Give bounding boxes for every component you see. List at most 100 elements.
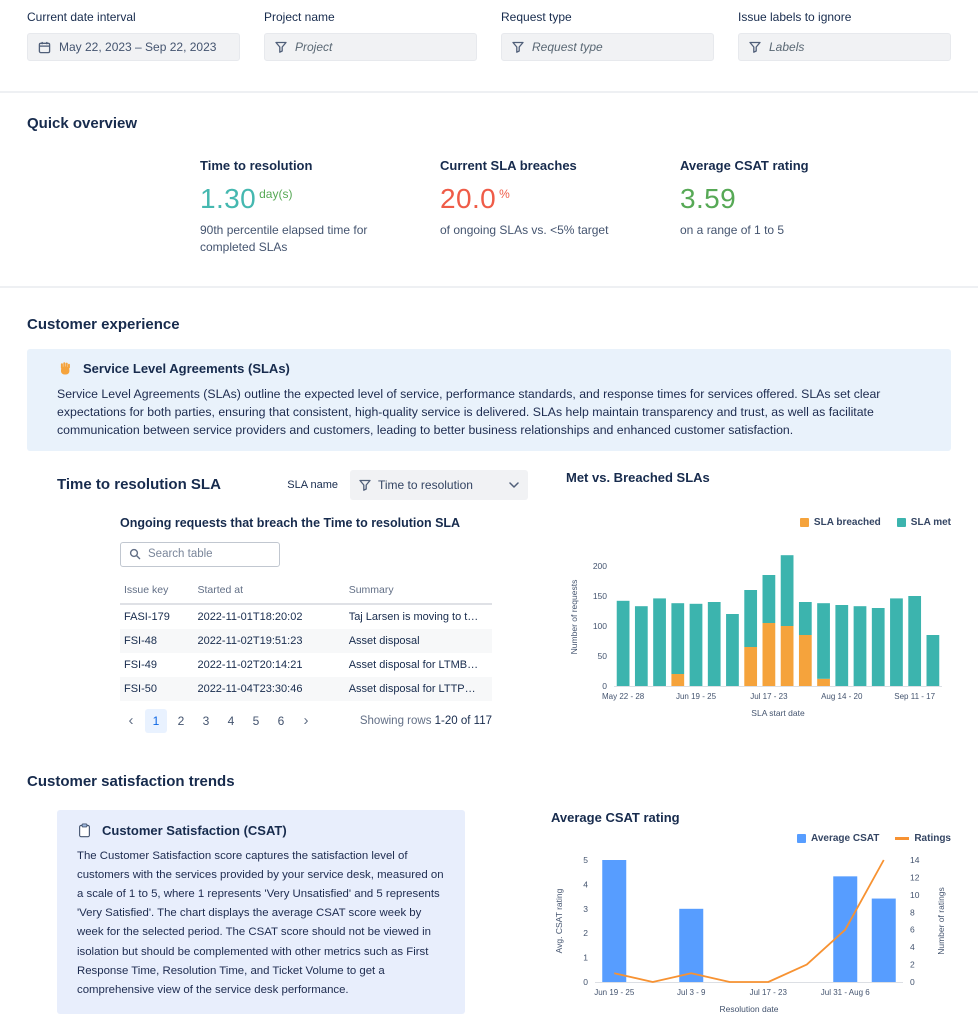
pagination-page[interactable]: 2	[177, 713, 185, 728]
filter-icon	[359, 479, 371, 491]
sla-name-select-value: Time to resolution	[378, 477, 473, 492]
svg-text:3: 3	[583, 904, 588, 914]
csat-section: Customer satisfaction trends Customer Sa…	[0, 743, 978, 1022]
kpi-value-row: 3.59	[680, 185, 920, 213]
sla-section-title: Time to resolution SLA	[57, 476, 221, 494]
breaching-requests-table: Issue key Started at Summary FASI-179 2022-…	[120, 577, 492, 701]
started-at-cell: 2022-11-01T18:20:02	[197, 610, 303, 623]
legend-line-swatch	[895, 837, 910, 840]
svg-text:150: 150	[593, 591, 607, 601]
sla-header-row: Time to resolution SLA SLA name Time to …	[57, 469, 528, 500]
filter-label: Issue labels to ignore	[738, 10, 852, 24]
sla-info-panel: Service Level Agreements (SLAs) Service …	[27, 348, 951, 451]
issue-key-link[interactable]: FSI-49	[124, 658, 158, 671]
svg-text:Resolution date: Resolution date	[719, 1004, 778, 1014]
svg-text:14: 14	[910, 855, 920, 865]
kpi-value: 20.0	[440, 183, 497, 214]
filter-icon	[512, 41, 524, 53]
svg-text:Jul 17 - 23: Jul 17 - 23	[750, 692, 788, 701]
showing-rows-range: 1-20 of 117	[434, 714, 492, 727]
svg-text:Jun 19 - 25: Jun 19 - 25	[676, 692, 717, 701]
breaching-requests-heading: Ongoing requests that breach the Time to…	[120, 515, 461, 530]
pagination-page[interactable]: 5	[252, 713, 260, 728]
sla-table-column: Time to resolution SLA SLA name Time to …	[57, 469, 528, 743]
section-heading-csat: Customer satisfaction trends	[27, 772, 235, 790]
request-type-filter-placeholder: Request type	[532, 40, 603, 54]
started-at-cell: 2022-11-02T19:51:23	[197, 634, 303, 647]
kpi-title: Average CSAT rating	[680, 158, 809, 173]
kpi-title: Current SLA breaches	[440, 158, 577, 173]
kpi-card: Average CSAT rating 3.59 on a range of 1 t…	[680, 158, 920, 256]
table-header: Issue key Started at Summary	[120, 577, 492, 605]
filter-label: Current date interval	[27, 10, 136, 24]
pagination-page[interactable]: 3	[202, 713, 210, 728]
quick-overview-section: Quick overview Time to resolution 1.30 day…	[0, 93, 978, 256]
filter-project: Project name Project	[264, 10, 477, 61]
legend-item: SLA breached	[799, 516, 881, 528]
request-type-filter-input[interactable]: Request type	[501, 33, 714, 61]
sla-chart-column: Met vs. Breached SLAs SLA breached SLA me…	[528, 470, 951, 743]
kpi-value: 3.59	[680, 183, 737, 214]
clipboard-icon	[79, 823, 90, 838]
summary-cell: Taj Larsen is moving to t…	[348, 610, 479, 623]
pagination-prev[interactable]: ‹	[128, 712, 134, 730]
sla-info-panel-title: Service Level Agreements (SLAs)	[83, 361, 290, 377]
customer-experience-section: Customer experience Service Level Agreem…	[0, 288, 978, 743]
svg-text:6: 6	[910, 924, 915, 934]
search-icon	[129, 549, 141, 560]
svg-text:Number of ratings: Number of ratings	[936, 887, 946, 955]
csat-info-panel-header: Customer Satisfaction (CSAT)	[77, 823, 445, 838]
svg-text:Jul 17 - 23: Jul 17 - 23	[750, 988, 788, 997]
legend-item: SLA met	[896, 516, 951, 528]
issue-key-link[interactable]: FSI-48	[124, 634, 158, 647]
svg-text:5: 5	[583, 855, 588, 865]
legend-label: SLA breached	[813, 516, 881, 528]
svg-text:Sep 11 - 17: Sep 11 - 17	[894, 692, 935, 701]
pagination-page[interactable]: 6	[277, 713, 285, 728]
svg-text:100: 100	[593, 621, 607, 631]
kpi-value-row: 20.0%	[440, 185, 680, 213]
kpi-subtitle: 90th percentile elapsed time for complet…	[200, 223, 368, 254]
labels-filter-input[interactable]: Labels	[738, 33, 951, 61]
svg-text:4: 4	[583, 879, 588, 889]
kpi-card: Current SLA breaches 20.0% of ongoing SLAs…	[440, 158, 680, 256]
showing-rows-prefix: Showing rows	[359, 714, 432, 727]
waving-hand-icon	[60, 361, 70, 375]
project-filter-input[interactable]: Project	[264, 33, 477, 61]
sla-info-panel-header: Service Level Agreements (SLAs)	[57, 361, 921, 377]
pagination-page[interactable]: 1	[145, 708, 167, 733]
legend-square-swatch	[896, 517, 906, 527]
legend-label: SLA met	[910, 516, 951, 528]
filter-label: Request type	[501, 10, 572, 24]
search-input[interactable]	[148, 548, 271, 561]
svg-text:200: 200	[593, 561, 607, 571]
issue-key-link[interactable]: FSI-50	[124, 682, 158, 695]
filter-icon	[275, 41, 287, 53]
table-column-header: Started at	[193, 577, 345, 605]
pagination-page[interactable]: 4	[227, 713, 235, 728]
kpi-unit: day(s)	[259, 187, 293, 201]
kpi-subtitle: of ongoing SLAs vs. <5% target	[440, 223, 609, 237]
sla-name-select[interactable]: Time to resolution	[350, 469, 528, 500]
date-interval-picker[interactable]: May 22, 2023 – Sep 22, 2023	[27, 33, 240, 61]
svg-text:May 22 - 28: May 22 - 28	[602, 692, 645, 701]
sla-info-panel-body: Service Level Agreements (SLAs) outline …	[57, 386, 881, 437]
svg-text:SLA start date: SLA start date	[751, 708, 805, 718]
kpi-value-row: 1.30 day(s)	[200, 185, 440, 213]
avg-csat-legend: Average CSAT Ratings	[551, 833, 951, 844]
started-at-cell: 2022-11-04T23:30:46	[197, 682, 303, 695]
pagination-next[interactable]: ›	[303, 712, 309, 730]
csat-info-panel-body: The Customer Satisfaction score captures…	[77, 849, 444, 996]
summary-cell: Asset disposal for LTMB…	[348, 658, 479, 671]
table-search-box[interactable]	[120, 541, 280, 567]
kpi-subtitle: on a range of 1 to 5	[680, 223, 785, 237]
project-filter-placeholder: Project	[295, 40, 333, 54]
sla-content-grid: Time to resolution SLA SLA name Time to …	[27, 469, 951, 743]
kpi-unit: %	[499, 187, 510, 201]
svg-text:50: 50	[598, 651, 608, 661]
csat-chart-column: Average CSAT rating Average CSAT Ratings …	[465, 810, 951, 1022]
issue-key-link[interactable]: FASI-179	[124, 610, 170, 623]
svg-text:1: 1	[583, 952, 588, 962]
svg-text:2: 2	[583, 928, 588, 938]
csat-info-panel: Customer Satisfaction (CSAT) The Custome…	[57, 809, 465, 1015]
